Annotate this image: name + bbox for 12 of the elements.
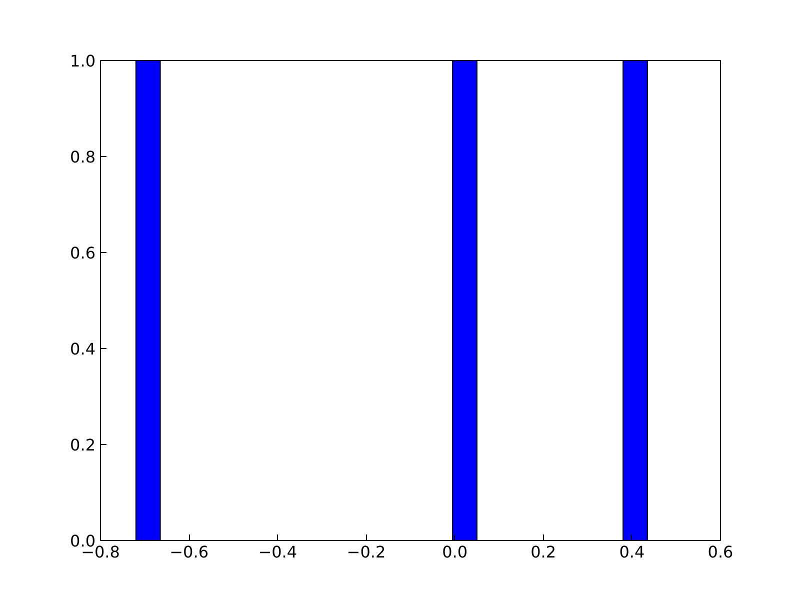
x-tick-label: −0.6 bbox=[170, 542, 209, 562]
y-tick-label: 1.0 bbox=[70, 52, 96, 70]
x-tick-label: −0.2 bbox=[346, 542, 386, 562]
y-tick-label: 0.6 bbox=[70, 244, 96, 262]
x-tick-label: 0.2 bbox=[530, 542, 556, 562]
x-tick-label: −0.4 bbox=[258, 542, 298, 562]
y-tick-label: 0.8 bbox=[70, 148, 96, 166]
x-tick-label: 0.0 bbox=[442, 542, 468, 562]
y-tick-label: 0.4 bbox=[70, 340, 96, 358]
x-tick-label: 0.4 bbox=[619, 542, 645, 562]
y-tick-label: 0.2 bbox=[70, 436, 96, 454]
x-tick-label: 0.6 bbox=[708, 542, 734, 562]
